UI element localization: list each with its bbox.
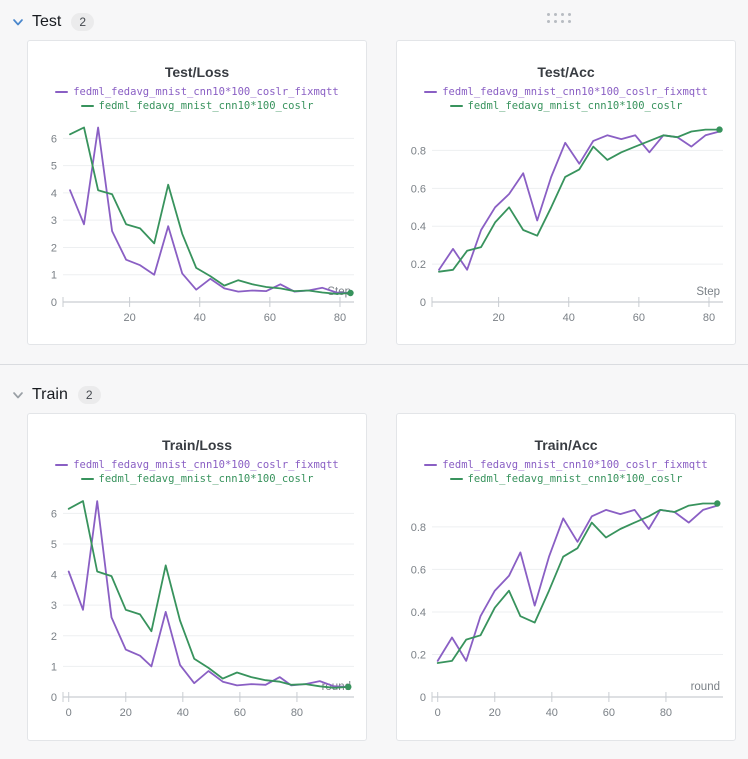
legend-item: fedml_fedavg_mnist_cnn10*100_coslr (80, 473, 314, 485)
drag-handle-icon[interactable] (547, 13, 571, 23)
section-test: Test 2 Test/Loss fedml_fedavg_mnist_cnn1… (0, 0, 748, 345)
svg-text:3: 3 (51, 215, 57, 227)
svg-text:0.6: 0.6 (411, 564, 426, 576)
svg-text:0: 0 (51, 297, 57, 309)
svg-text:5: 5 (51, 161, 57, 173)
svg-text:60: 60 (633, 312, 645, 324)
svg-text:0: 0 (66, 707, 72, 719)
svg-text:2: 2 (51, 631, 57, 643)
section-test-header: Test 2 (0, 0, 748, 34)
section-test-label: Test (32, 13, 62, 30)
section-train-label: Train (32, 386, 68, 403)
svg-text:20: 20 (120, 707, 132, 719)
svg-text:80: 80 (660, 707, 672, 719)
svg-text:80: 80 (334, 312, 346, 324)
chart-legend: fedml_fedavg_mnist_cnn10*100_coslr_fixmq… (28, 459, 366, 485)
svg-text:round: round (691, 681, 720, 693)
section-train: Train 2 Train/Loss fedml_fedavg_mnist_cn… (0, 365, 748, 741)
series-name: fedml_fedavg_mnist_cnn10*100_coslr (98, 100, 314, 112)
train-panels-row: Train/Loss fedml_fedavg_mnist_cnn10*100_… (0, 413, 748, 741)
svg-text:6: 6 (51, 133, 57, 145)
series-swatch (80, 477, 94, 481)
svg-text:0.4: 0.4 (411, 221, 426, 233)
svg-text:0.8: 0.8 (411, 145, 426, 157)
svg-text:4: 4 (51, 188, 57, 200)
svg-text:60: 60 (234, 707, 246, 719)
svg-text:40: 40 (563, 312, 575, 324)
svg-text:0.6: 0.6 (411, 183, 426, 195)
series-swatch (424, 90, 438, 94)
legend-item: fedml_fedavg_mnist_cnn10*100_coslr_fixmq… (424, 86, 708, 98)
svg-text:80: 80 (291, 707, 303, 719)
line-chart[interactable]: 0 1 2 3 4 5 6 20 40 60 80 Step (28, 114, 366, 341)
svg-text:0: 0 (420, 297, 426, 309)
series-name: fedml_fedavg_mnist_cnn10*100_coslr (98, 473, 314, 485)
legend-item: fedml_fedavg_mnist_cnn10*100_coslr (80, 100, 314, 112)
svg-text:40: 40 (546, 707, 558, 719)
svg-text:3: 3 (51, 600, 57, 612)
series-name: fedml_fedavg_mnist_cnn10*100_coslr (467, 473, 683, 485)
chart-legend: fedml_fedavg_mnist_cnn10*100_coslr_fixmq… (397, 86, 735, 112)
svg-text:0: 0 (435, 707, 441, 719)
svg-text:1: 1 (51, 661, 57, 673)
legend-item: fedml_fedavg_mnist_cnn10*100_coslr_fixmq… (55, 459, 339, 471)
series-name: fedml_fedavg_mnist_cnn10*100_coslr_fixmq… (73, 459, 339, 471)
chart-panel-train-acc[interactable]: Train/Acc fedml_fedavg_mnist_cnn10*100_c… (396, 413, 736, 741)
legend-item: fedml_fedavg_mnist_cnn10*100_coslr (449, 473, 683, 485)
series-swatch (449, 477, 463, 481)
svg-text:0: 0 (51, 692, 57, 704)
legend-item: fedml_fedavg_mnist_cnn10*100_coslr (449, 100, 683, 112)
svg-text:20: 20 (489, 707, 501, 719)
svg-text:6: 6 (51, 508, 57, 520)
test-panels-row: Test/Loss fedml_fedavg_mnist_cnn10*100_c… (0, 40, 748, 345)
chevron-down-icon[interactable] (10, 14, 26, 30)
svg-text:4: 4 (51, 570, 57, 582)
svg-text:2: 2 (51, 242, 57, 254)
legend-item: fedml_fedavg_mnist_cnn10*100_coslr_fixmq… (55, 86, 339, 98)
svg-text:0.2: 0.2 (411, 649, 426, 661)
chart-panel-test-acc[interactable]: Test/Acc fedml_fedavg_mnist_cnn10*100_co… (396, 40, 736, 345)
chevron-down-icon[interactable] (10, 387, 26, 403)
chart-legend: fedml_fedavg_mnist_cnn10*100_coslr_fixmq… (397, 459, 735, 485)
svg-text:20: 20 (123, 312, 135, 324)
svg-text:0.2: 0.2 (411, 259, 426, 271)
svg-text:20: 20 (492, 312, 504, 324)
svg-text:5: 5 (51, 539, 57, 551)
chart-panel-test-loss[interactable]: Test/Loss fedml_fedavg_mnist_cnn10*100_c… (27, 40, 367, 345)
svg-text:40: 40 (194, 312, 206, 324)
chart-title: Train/Acc (534, 437, 598, 453)
series-swatch (424, 463, 438, 467)
series-name: fedml_fedavg_mnist_cnn10*100_coslr_fixmq… (73, 86, 339, 98)
svg-text:Step: Step (696, 286, 720, 298)
section-train-header: Train 2 (0, 365, 748, 407)
section-test-count-badge: 2 (71, 13, 95, 31)
chart-title: Test/Loss (164, 64, 230, 80)
line-chart[interactable]: 0 1 2 3 4 5 6 0 20 40 60 80 round (28, 487, 366, 737)
series-swatch (55, 90, 69, 94)
svg-text:60: 60 (264, 312, 276, 324)
chart-panel-train-loss[interactable]: Train/Loss fedml_fedavg_mnist_cnn10*100_… (27, 413, 367, 741)
svg-text:60: 60 (603, 707, 615, 719)
line-chart[interactable]: 0 0.2 0.4 0.6 0.8 0 20 40 60 80 round (397, 487, 735, 737)
section-divider (0, 364, 748, 365)
legend-item: fedml_fedavg_mnist_cnn10*100_coslr_fixmq… (424, 459, 708, 471)
series-name: fedml_fedavg_mnist_cnn10*100_coslr_fixmq… (442, 459, 708, 471)
svg-text:0: 0 (420, 692, 426, 704)
series-swatch (80, 104, 94, 108)
svg-text:1: 1 (51, 270, 57, 282)
series-swatch (449, 104, 463, 108)
chart-legend: fedml_fedavg_mnist_cnn10*100_coslr_fixmq… (28, 86, 366, 112)
svg-text:0.8: 0.8 (411, 522, 426, 534)
svg-text:0.4: 0.4 (411, 607, 426, 619)
svg-text:40: 40 (177, 707, 189, 719)
series-name: fedml_fedavg_mnist_cnn10*100_coslr (467, 100, 683, 112)
series-name: fedml_fedavg_mnist_cnn10*100_coslr_fixmq… (442, 86, 708, 98)
chart-title: Train/Loss (161, 437, 233, 453)
section-train-count-badge: 2 (77, 386, 101, 404)
chart-title: Test/Acc (537, 64, 595, 80)
svg-text:80: 80 (703, 312, 715, 324)
line-chart[interactable]: 0 0.2 0.4 0.6 0.8 20 40 60 80 Step (397, 114, 735, 341)
series-swatch (55, 463, 69, 467)
